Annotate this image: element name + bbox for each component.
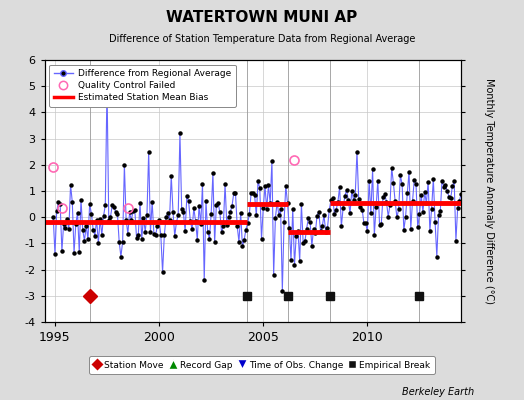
Legend: Difference from Regional Average, Quality Control Failed, Estimated Station Mean: Difference from Regional Average, Qualit…: [49, 64, 236, 107]
Legend: Station Move, Record Gap, Time of Obs. Change, Empirical Break: Station Move, Record Gap, Time of Obs. C…: [89, 356, 435, 374]
Text: WATERTOWN MUNI AP: WATERTOWN MUNI AP: [167, 10, 357, 25]
Y-axis label: Monthly Temperature Anomaly Difference (°C): Monthly Temperature Anomaly Difference (…: [484, 78, 494, 304]
Text: Difference of Station Temperature Data from Regional Average: Difference of Station Temperature Data f…: [109, 34, 415, 44]
Text: Berkeley Earth: Berkeley Earth: [402, 387, 474, 397]
